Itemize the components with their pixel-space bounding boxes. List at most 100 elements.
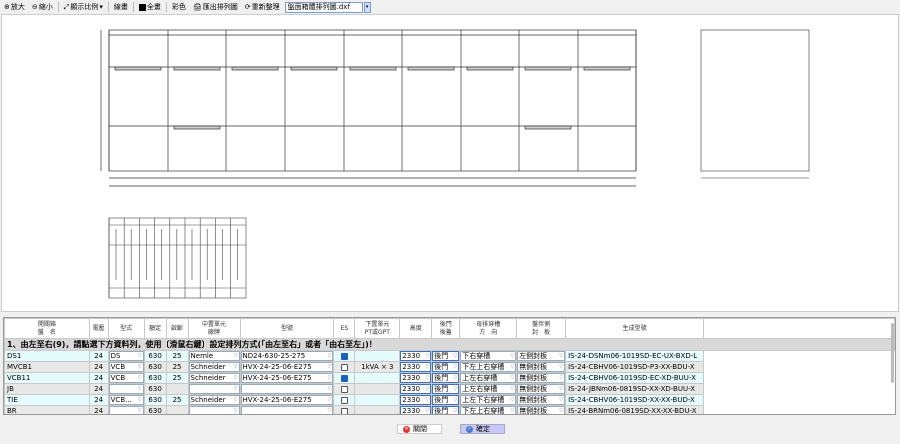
dropdown[interactable]: VCB... ▽	[109, 395, 144, 405]
column-header[interactable]: 盤伴側封 板	[516, 318, 567, 339]
column-header[interactable]: ES	[333, 318, 356, 339]
pt-gpt[interactable]	[354, 350, 401, 362]
dropdown[interactable]: 無側封板 ▽	[517, 395, 565, 405]
voltage[interactable]: 24	[88, 372, 109, 384]
rated[interactable]: 630	[143, 394, 167, 406]
dropdown[interactable]: 無側封板 ▽	[517, 362, 565, 372]
voltage[interactable]: 24	[88, 350, 109, 362]
column-header[interactable]: 額定	[143, 318, 167, 339]
dropdown[interactable]: Schneider ▽	[189, 373, 240, 383]
dropdown[interactable]: 後門 ▽	[432, 406, 459, 414]
dropdown[interactable]: 無側封板 ▽	[517, 406, 565, 414]
dropdown[interactable]: 2330 ▽	[400, 395, 431, 405]
column-header[interactable]: 開關箱盤 名	[4, 318, 90, 339]
dropdown[interactable]: Schneider ▽	[189, 395, 240, 405]
table-row[interactable]: TIE 24 VCB... ▽ 630 25 Schneider ▽ HVX-24-…	[4, 394, 895, 406]
panel-name[interactable]: DS1	[4, 350, 90, 362]
export-button[interactable]: 🖨 匯出排列圖	[191, 1, 240, 13]
rated[interactable]: 630	[143, 361, 167, 373]
dropdown[interactable]: 後門 ▽	[432, 395, 459, 405]
column-header[interactable]: 母排穿槽方 向	[459, 318, 518, 339]
group-row[interactable]: 1、由左至右(9)，請點選下方資料列，使用〔滑鼠右鍵〕設定排列方式(「由左至右」…	[4, 338, 895, 351]
column-header[interactable]: 型式	[107, 318, 145, 339]
table-row[interactable]: MVCB1 24 VCB ▽ 630 25 Schneider ▽ HVX-24-2…	[4, 361, 895, 373]
display-scale-dropdown[interactable]: ⤢ 顯示比例 ▾	[62, 1, 105, 13]
panel-name[interactable]: BR	[4, 405, 90, 414]
pt-gpt[interactable]: 1kVA × 3	[354, 361, 401, 373]
column-header[interactable]: 高度	[399, 318, 433, 339]
dropdown[interactable]: ND24-630-25-275 ▽	[240, 351, 333, 361]
zoom-out-button[interactable]: ⊖ 縮小	[30, 1, 55, 13]
dropdown[interactable]: 後門 ▽	[432, 351, 459, 361]
column-header[interactable]: 啟斷	[165, 318, 189, 339]
dropdown[interactable]: Nemle ▽	[189, 351, 240, 361]
es-checkbox[interactable]	[340, 385, 348, 393]
es-checkbox[interactable]	[340, 363, 348, 371]
dropdown[interactable]: ▽	[109, 384, 144, 394]
table-row[interactable]: DS1 24 DS ▽ 630 25 Nemle ▽ ND24-630-25-275…	[4, 350, 895, 362]
dropdown[interactable]: 下左上右穿槽 ▽	[460, 406, 516, 414]
column-header[interactable]: 型號	[239, 318, 335, 339]
rated[interactable]: 630	[143, 405, 167, 414]
dropdown[interactable]: Schneider ▽	[189, 362, 240, 372]
dropdown[interactable]: ▽	[109, 406, 144, 414]
vertical-scrollbar[interactable]	[891, 323, 894, 383]
dropdown[interactable]: 後門 ▽	[432, 373, 459, 383]
dropdown[interactable]: HVX-24-25-06-E275 ▽	[240, 362, 333, 372]
es-checkbox[interactable]	[340, 396, 348, 404]
pt-gpt[interactable]	[354, 383, 401, 395]
es-checkbox[interactable]	[340, 407, 348, 414]
dropdown[interactable]: 下右穿槽 ▽	[460, 351, 516, 361]
es-checkbox[interactable]	[340, 352, 348, 360]
breaking[interactable]: 25	[165, 372, 189, 384]
dropdown[interactable]: 左側封板 ▽	[517, 351, 565, 361]
panel-data-grid[interactable]: 開關箱盤 名電壓 型式 額定 啟斷 中置單元 廠牌 型號 ES 下置單元 PT或GPT 高度 後門 後蓋…	[3, 317, 896, 415]
dropdown[interactable]: DS ▽	[109, 351, 144, 361]
rated[interactable]: 630	[143, 383, 167, 395]
dropdown[interactable]: 上左右穿槽 ▽	[460, 373, 516, 383]
dropdown[interactable]: 無側封板 ▽	[517, 384, 565, 394]
panel-name[interactable]: TIE	[4, 394, 90, 406]
dropdown[interactable]: HVX-24-25-06-E275 ▽	[240, 395, 333, 405]
column-header[interactable]: 電壓	[88, 318, 109, 339]
rated[interactable]: 630	[143, 372, 167, 384]
breaking[interactable]: 25	[165, 350, 189, 362]
dropdown[interactable]: ▽	[240, 406, 333, 414]
dropdown[interactable]: 上左下右穿槽 ▽	[460, 395, 516, 405]
dropdown[interactable]: 下左上右穿槽 ▽	[460, 362, 516, 372]
dropdown[interactable]: 上左右穿槽 ▽	[460, 384, 516, 394]
breaking[interactable]: 25	[165, 394, 189, 406]
dropdown[interactable]: 2330 ▽	[400, 362, 431, 372]
table-row[interactable]: VCB11 24 VCB ▽ 630 25 Schneider ▽ HVX-24-2…	[4, 372, 895, 384]
dropdown[interactable]: ▽	[240, 384, 333, 394]
full-draw-button[interactable]: 全畫	[137, 1, 163, 13]
breaking[interactable]: 25	[165, 361, 189, 373]
file-select[interactable]: 盤面箱體排列圖.dxf	[284, 1, 363, 13]
zoom-in-button[interactable]: ⊕ 放大	[2, 1, 27, 13]
panel-name[interactable]: VCB11	[4, 372, 90, 384]
es-checkbox[interactable]	[340, 374, 348, 382]
dropdown[interactable]: HVX-24-25-06-E275 ▽	[240, 373, 333, 383]
dropdown[interactable]: 後門 ▽	[432, 384, 459, 394]
rated[interactable]: 630	[143, 350, 167, 362]
dropdown[interactable]: 2330 ▽	[400, 351, 431, 361]
panel-name[interactable]: MVCB1	[4, 361, 90, 373]
column-header[interactable]: 下置單元 PT或GPT	[354, 318, 401, 339]
drawing-canvas[interactable]	[1, 14, 899, 312]
breaking[interactable]	[165, 383, 189, 395]
pt-gpt[interactable]	[354, 372, 401, 384]
reorganize-button[interactable]: ⟳ 重新整理	[243, 1, 282, 13]
column-header[interactable]: 生成型號	[565, 318, 705, 339]
dropdown[interactable]: VCB ▽	[109, 373, 144, 383]
column-header[interactable]: 中置單元 廠牌	[187, 318, 241, 339]
ok-button[interactable]: ✓ 確定	[460, 424, 505, 434]
panel-name[interactable]: JB	[4, 383, 90, 395]
line-draw-button[interactable]: 線畫	[112, 1, 130, 13]
voltage[interactable]: 24	[88, 405, 109, 414]
dropdown[interactable]: VCB ▽	[109, 362, 144, 372]
close-button[interactable]: ✕ 關閉	[397, 424, 442, 434]
breaking[interactable]	[165, 405, 189, 414]
dropdown[interactable]: 2330 ▽	[400, 373, 431, 383]
dropdown[interactable]: ▽	[189, 406, 240, 414]
pt-gpt[interactable]	[354, 405, 401, 414]
